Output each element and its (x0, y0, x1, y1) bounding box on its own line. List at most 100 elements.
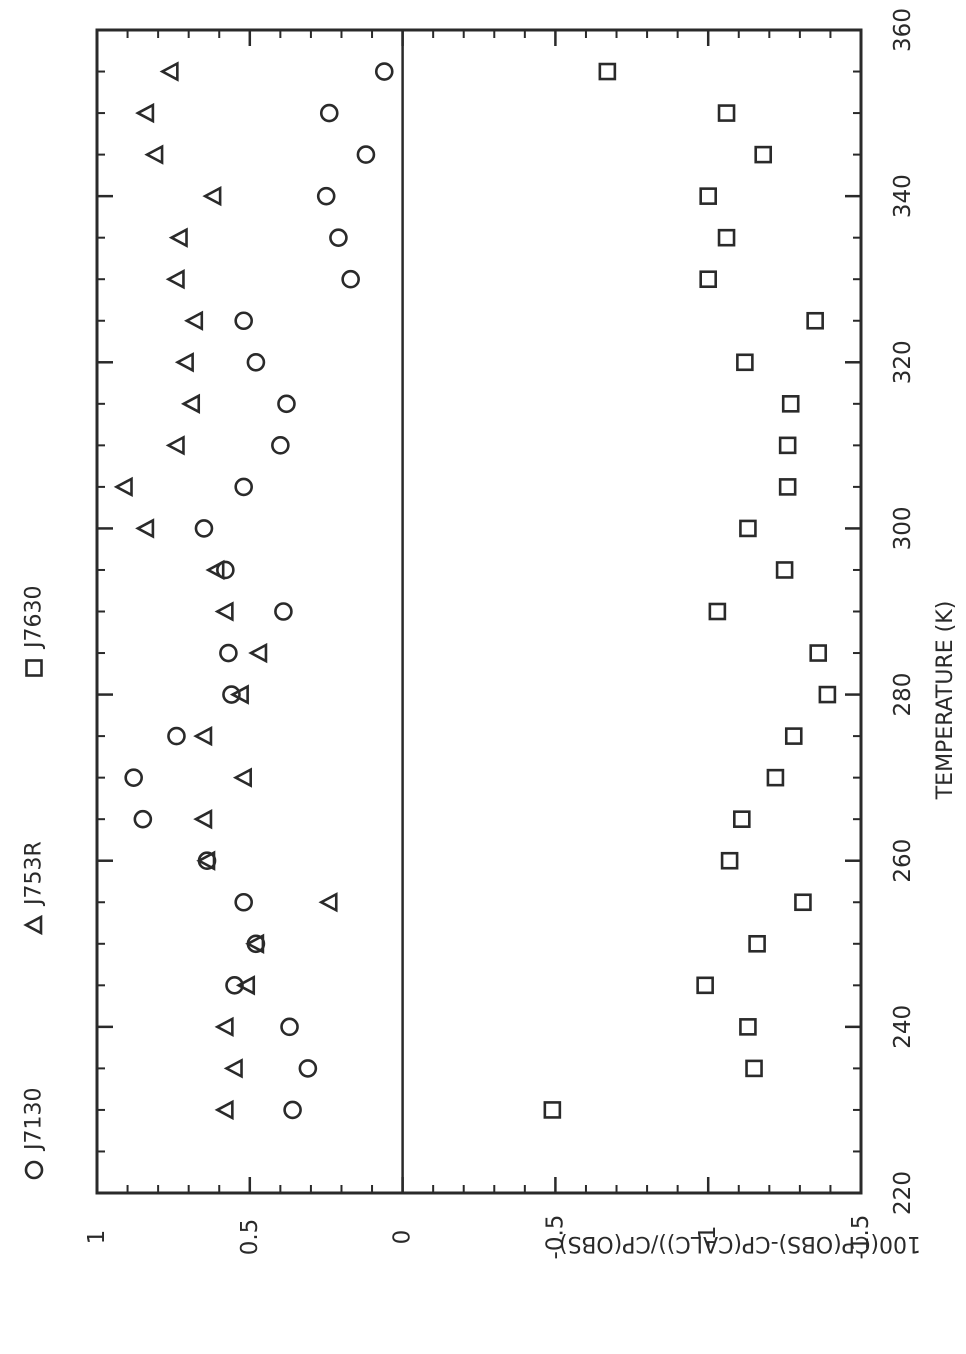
point-J753R (165, 435, 185, 456)
point-J753R (202, 185, 222, 207)
point-J7130 (246, 352, 266, 372)
point-J753R (184, 310, 204, 331)
point-J7630 (818, 685, 837, 704)
point-J753R (245, 933, 265, 954)
major-ticks (95, 28, 863, 1195)
point-J7630 (598, 62, 617, 81)
x-tick-label: 320 (890, 340, 916, 384)
point-J7130 (298, 1059, 318, 1078)
point-J7130 (167, 726, 186, 746)
point-J753R (180, 393, 201, 414)
series-J753R (113, 61, 338, 1121)
point-J753R (193, 725, 213, 747)
point-J7130 (124, 768, 143, 787)
point-J7130 (329, 228, 348, 247)
point-J7130 (374, 62, 394, 81)
point-J7630 (784, 727, 803, 745)
point-J7630 (739, 519, 757, 538)
x-tick-labels: 220 240 260 280 300 320 340 360 (890, 8, 916, 1215)
x-tick-label: 300 (890, 506, 916, 550)
x-tick-label: 280 (890, 673, 916, 717)
point-J7130 (194, 519, 214, 538)
point-J7130 (133, 809, 153, 829)
point-J7630 (720, 851, 739, 870)
point-J7130 (216, 560, 235, 580)
point-J753R (144, 144, 164, 165)
point-J753R (223, 1058, 243, 1079)
point-J7630 (543, 1101, 562, 1119)
point-J7630 (717, 104, 736, 122)
point-J7630 (809, 644, 828, 662)
point-J7130 (280, 1017, 299, 1037)
point-J753R (214, 1016, 234, 1038)
point-J7130 (225, 976, 244, 995)
point-J7630 (806, 311, 824, 330)
point-J7630 (794, 893, 812, 912)
x-tick-label: 340 (890, 174, 916, 218)
point-J753R (248, 642, 268, 664)
point-J7630 (781, 395, 800, 413)
minor-ticks (97, 30, 861, 1193)
x-tick-label: 260 (890, 839, 916, 883)
point-J753R (229, 684, 249, 705)
point-J7630 (733, 810, 751, 828)
point-J753R (196, 850, 216, 871)
x-tick-label: 360 (890, 8, 916, 52)
point-J7630 (708, 602, 727, 621)
x-tick-label: 240 (890, 1005, 916, 1049)
point-J7630 (748, 934, 766, 953)
point-J753R (165, 269, 185, 290)
legend-entry-J753R: J753R (22, 841, 47, 936)
point-J753R (168, 227, 188, 248)
y-tick-label: -0.5 (542, 1215, 568, 1260)
point-J7630 (778, 436, 797, 455)
point-J7630 (739, 1018, 757, 1036)
point-J753R (113, 476, 133, 498)
point-J7630 (696, 976, 714, 995)
y-tick-label: -1.5 (848, 1215, 874, 1260)
legend-marker-J7630 (25, 659, 43, 677)
y-axis-label: 100(CP(OBS)-CP(CALC))/CP(OBS) (559, 1231, 921, 1256)
point-J753R (135, 102, 155, 124)
y-tick-label: 0.5 (237, 1219, 263, 1256)
point-J7630 (745, 1059, 763, 1078)
point-J753R (205, 559, 225, 581)
point-J7630 (717, 228, 736, 247)
point-J7130 (316, 186, 336, 206)
point-J753R (193, 809, 213, 830)
point-J7130 (222, 685, 241, 704)
point-J753R (159, 61, 179, 82)
point-J7130 (271, 436, 290, 455)
point-J7630 (754, 145, 773, 164)
point-J753R (174, 352, 194, 373)
series-J7130 (124, 62, 394, 1120)
point-J7130 (277, 394, 296, 414)
legend-marker-J7130 (24, 1160, 44, 1180)
point-J7630 (778, 478, 797, 496)
legend-marker-J753R (23, 914, 43, 936)
point-J7130 (274, 602, 293, 621)
point-J753R (135, 518, 155, 539)
point-J753R (318, 892, 338, 913)
x-tick-label: 220 (890, 1171, 916, 1215)
legend-label: J7630 (22, 586, 47, 650)
y-tick-label: -1 (695, 1226, 721, 1249)
point-J7130 (319, 103, 339, 123)
point-J7130 (356, 145, 376, 164)
y-tick-labels: -1.5 -1 -0.5 0 0.5 1 (84, 1215, 874, 1260)
legend-entry-J7130: J7130 (22, 1088, 47, 1180)
point-J753R (235, 975, 256, 996)
point-J753R (214, 1099, 234, 1121)
point-J7630 (766, 768, 785, 787)
series-J7630 (543, 62, 837, 1119)
point-J7130 (234, 311, 253, 331)
point-J7130 (219, 643, 238, 663)
point-J7630 (699, 187, 718, 205)
legend-label: J753R (22, 841, 47, 907)
point-J753R (232, 767, 252, 788)
legend: J7130 J753R J7630 (22, 586, 47, 1180)
y-tick-label: 1 (84, 1230, 110, 1245)
y-tick-label: 0 (390, 1230, 416, 1245)
point-J7630 (736, 353, 754, 372)
